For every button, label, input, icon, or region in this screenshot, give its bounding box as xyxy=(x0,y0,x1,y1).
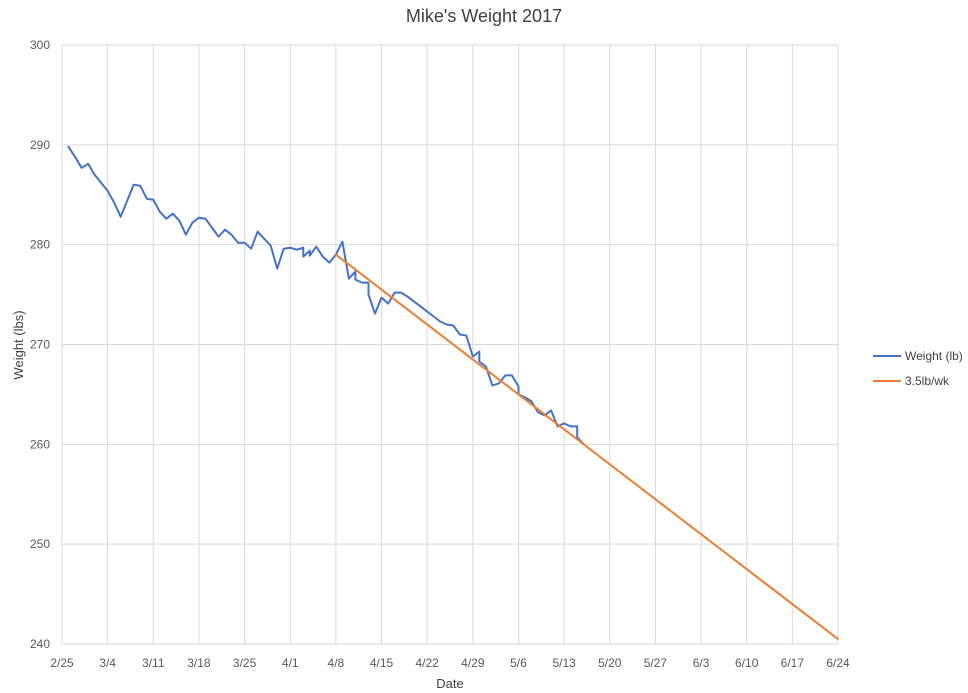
chart-title: Mike's Weight 2017 xyxy=(406,6,562,26)
y-tick-label: 260 xyxy=(30,437,50,451)
legend-label-trend: 3.5lb/wk xyxy=(905,374,950,388)
x-tick-label: 5/27 xyxy=(644,656,668,670)
x-axis-ticks: 2/25 3/4 3/11 3/18 3/25 4/1 4/8 4/15 4/22 4/29 5/6… xyxy=(50,656,850,670)
legend: Weight (lb) 3.5lb/wk xyxy=(873,349,963,388)
series-line-weight xyxy=(67,145,585,446)
x-tick-label: 4/1 xyxy=(282,656,299,670)
x-tick-label: 3/11 xyxy=(142,656,165,670)
x-tick-label: 6/17 xyxy=(781,656,805,670)
y-axis-ticks: 240 250 260 270 280 290 300 xyxy=(30,38,50,651)
x-tick-label: 4/8 xyxy=(328,656,345,670)
x-gridlines xyxy=(61,45,839,644)
x-tick-label: 3/4 xyxy=(99,656,116,670)
y-tick-label: 280 xyxy=(30,238,50,252)
y-tick-label: 300 xyxy=(30,38,50,52)
x-tick-label: 6/24 xyxy=(826,656,850,670)
x-tick-label: 4/29 xyxy=(461,656,485,670)
x-tick-label: 6/3 xyxy=(693,656,710,670)
legend-label-weight: Weight (lb) xyxy=(905,349,963,363)
series-layer xyxy=(67,145,839,640)
x-tick-label: 4/22 xyxy=(415,656,439,670)
x-axis-title: Date xyxy=(436,676,463,691)
y-gridlines xyxy=(62,44,838,645)
x-tick-label: 6/10 xyxy=(735,656,759,670)
x-tick-label: 5/20 xyxy=(598,656,622,670)
y-tick-label: 270 xyxy=(30,338,50,352)
x-tick-label: 3/25 xyxy=(233,656,257,670)
x-tick-label: 5/13 xyxy=(552,656,576,670)
y-tick-label: 240 xyxy=(30,637,50,651)
series-line-trend xyxy=(334,253,839,640)
legend-item-weight: Weight (lb) xyxy=(873,349,963,363)
y-axis-title: Weight (lbs) xyxy=(11,310,26,379)
x-tick-label: 2/25 xyxy=(50,656,74,670)
x-tick-label: 4/15 xyxy=(370,656,394,670)
x-tick-label: 3/18 xyxy=(187,656,211,670)
y-tick-label: 290 xyxy=(30,138,50,152)
y-tick-label: 250 xyxy=(30,537,50,551)
x-tick-label: 5/6 xyxy=(510,656,527,670)
legend-item-trend: 3.5lb/wk xyxy=(873,374,950,388)
